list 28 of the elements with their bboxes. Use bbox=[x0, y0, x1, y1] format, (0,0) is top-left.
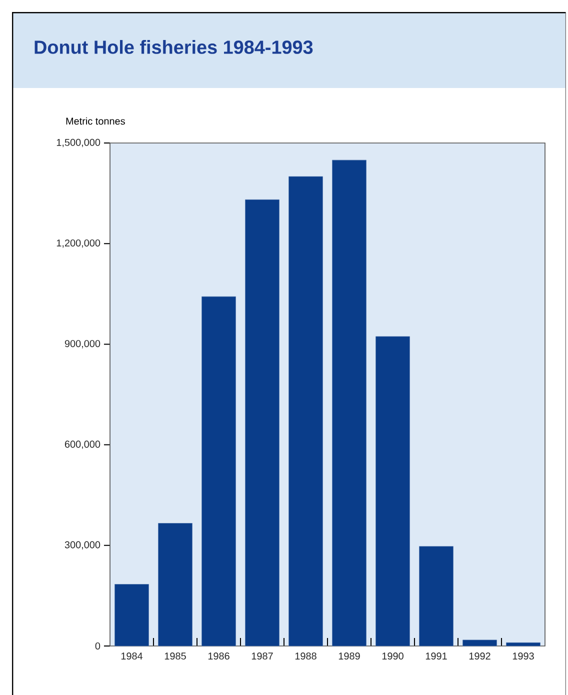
y-tick-label: 1,500,000 bbox=[56, 138, 100, 148]
bar bbox=[202, 296, 236, 646]
x-tick-label: 1992 bbox=[469, 652, 490, 660]
bar bbox=[288, 176, 323, 646]
bar bbox=[245, 199, 280, 646]
x-tick-label: 1985 bbox=[164, 652, 186, 660]
x-tick-label: 1984 bbox=[121, 652, 143, 660]
x-tick-label: 1993 bbox=[512, 652, 534, 660]
bar bbox=[506, 642, 540, 646]
y-axis-title: Metric tonnes bbox=[66, 117, 125, 125]
chart-title: Donut Hole fisheries 1984-1993 bbox=[34, 40, 313, 54]
y-tick-label: 600,000 bbox=[64, 440, 100, 449]
bar bbox=[158, 523, 192, 646]
bar bbox=[419, 546, 454, 646]
bar bbox=[114, 584, 149, 646]
x-tick-label: 1988 bbox=[295, 652, 316, 660]
x-tick-label: 1989 bbox=[338, 652, 360, 660]
x-tick-label: 1990 bbox=[382, 652, 404, 660]
bar bbox=[332, 160, 366, 646]
bar bbox=[376, 336, 410, 646]
y-tick-label: 1,200,000 bbox=[56, 239, 100, 248]
y-tick-label: 0 bbox=[95, 642, 100, 650]
x-tick-label: 1986 bbox=[208, 652, 230, 660]
y-tick-label: 900,000 bbox=[64, 340, 100, 348]
bar bbox=[462, 640, 497, 646]
y-tick-label: 300,000 bbox=[64, 541, 100, 550]
x-tick-label: 1991 bbox=[426, 652, 447, 660]
x-tick-label: 1987 bbox=[252, 652, 273, 660]
